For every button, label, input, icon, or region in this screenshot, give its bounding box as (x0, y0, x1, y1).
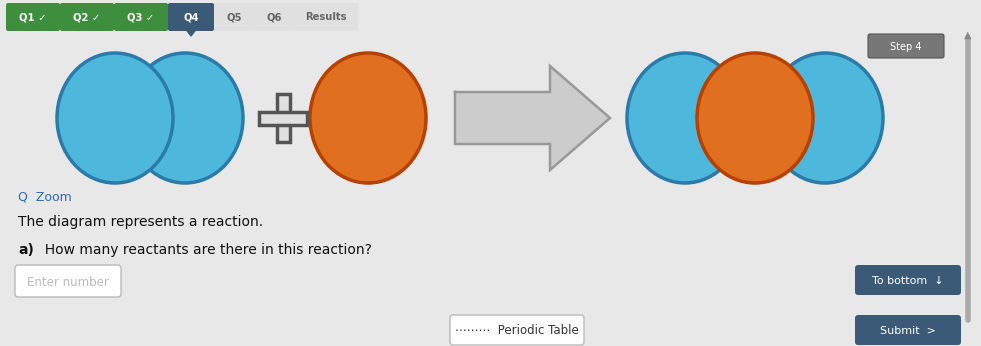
Text: Q6: Q6 (266, 12, 282, 22)
Text: Results: Results (305, 12, 346, 22)
FancyBboxPatch shape (277, 94, 289, 142)
Text: Q3 ✓: Q3 ✓ (128, 12, 155, 22)
FancyBboxPatch shape (855, 265, 961, 295)
FancyBboxPatch shape (294, 3, 358, 31)
Text: a): a) (18, 243, 34, 257)
Text: To bottom  ↓: To bottom ↓ (872, 276, 944, 286)
Ellipse shape (767, 53, 883, 183)
Text: Submit  >: Submit > (880, 326, 936, 336)
Text: Q2 ✓: Q2 ✓ (74, 12, 101, 22)
Text: Q1 ✓: Q1 ✓ (20, 12, 47, 22)
FancyBboxPatch shape (868, 34, 944, 58)
Text: Q  Zoom: Q Zoom (18, 191, 72, 203)
FancyBboxPatch shape (450, 315, 584, 345)
Text: Enter number: Enter number (27, 275, 109, 289)
FancyBboxPatch shape (855, 315, 961, 345)
Text: ▲: ▲ (964, 30, 972, 40)
Text: How many reactants are there in this reaction?: How many reactants are there in this rea… (36, 243, 372, 257)
Text: ⋯⋯⋯  Periodic Table: ⋯⋯⋯ Periodic Table (455, 325, 579, 337)
Text: Q5: Q5 (227, 12, 241, 22)
FancyBboxPatch shape (60, 3, 114, 31)
Text: Q4: Q4 (183, 12, 199, 22)
FancyBboxPatch shape (254, 3, 294, 31)
FancyBboxPatch shape (259, 111, 307, 125)
FancyBboxPatch shape (114, 3, 168, 31)
Text: Step 4: Step 4 (890, 42, 922, 52)
Ellipse shape (697, 53, 813, 183)
Polygon shape (186, 29, 196, 36)
FancyBboxPatch shape (6, 3, 60, 31)
FancyBboxPatch shape (214, 3, 254, 31)
Ellipse shape (127, 53, 243, 183)
FancyBboxPatch shape (168, 3, 214, 31)
Text: The diagram represents a reaction.: The diagram represents a reaction. (18, 215, 263, 229)
Polygon shape (455, 66, 610, 170)
FancyBboxPatch shape (15, 265, 121, 297)
Ellipse shape (627, 53, 743, 183)
Ellipse shape (57, 53, 173, 183)
Ellipse shape (310, 53, 426, 183)
